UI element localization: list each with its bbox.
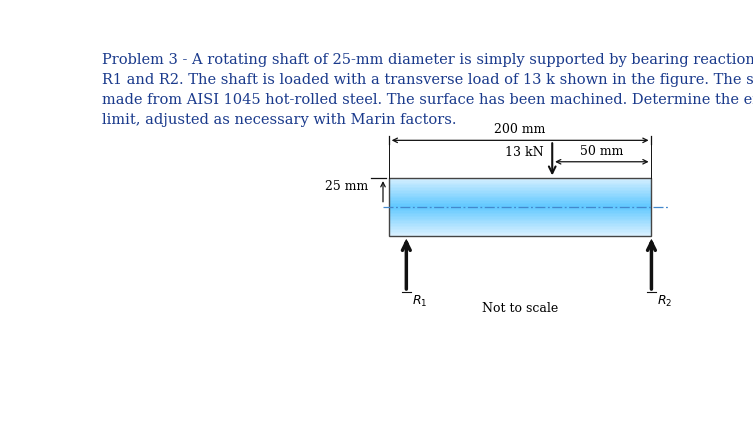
Text: Problem 3 - A rotating shaft of 25-mm diameter is simply supported by bearing re: Problem 3 - A rotating shaft of 25-mm di… xyxy=(102,53,753,127)
Bar xyxy=(389,231,651,233)
Bar xyxy=(389,179,651,181)
Bar xyxy=(389,199,651,201)
Bar xyxy=(389,218,651,220)
Bar xyxy=(389,207,651,208)
Bar xyxy=(389,223,651,224)
Bar xyxy=(389,188,651,190)
Bar xyxy=(389,220,651,222)
Bar xyxy=(389,233,651,235)
Bar xyxy=(389,205,651,207)
Bar xyxy=(389,230,651,232)
Bar xyxy=(389,226,651,227)
Text: 50 mm: 50 mm xyxy=(580,145,623,158)
Bar xyxy=(389,234,651,236)
Text: Not to scale: Not to scale xyxy=(482,302,558,315)
Bar xyxy=(389,182,651,184)
Bar xyxy=(389,214,651,216)
Bar xyxy=(389,204,651,205)
Bar xyxy=(389,221,651,223)
Bar xyxy=(389,224,651,226)
Text: 200 mm: 200 mm xyxy=(495,123,546,137)
Bar xyxy=(389,211,651,213)
Bar xyxy=(389,217,651,219)
Bar xyxy=(389,192,651,194)
Bar xyxy=(389,210,651,211)
Bar xyxy=(389,229,651,230)
Bar xyxy=(389,184,651,185)
Text: $R_1$: $R_1$ xyxy=(412,294,428,309)
Text: 25 mm: 25 mm xyxy=(325,180,368,193)
Text: 13 kN: 13 kN xyxy=(505,146,544,159)
Bar xyxy=(389,195,651,197)
Bar xyxy=(389,194,651,196)
Bar xyxy=(389,178,651,236)
Bar xyxy=(389,198,651,200)
Bar xyxy=(389,190,651,191)
Bar xyxy=(389,201,651,203)
Text: $R_2$: $R_2$ xyxy=(657,294,672,309)
Bar xyxy=(389,215,651,217)
Bar xyxy=(389,185,651,187)
Bar xyxy=(389,181,651,183)
Bar xyxy=(389,208,651,210)
Bar xyxy=(389,178,651,180)
Bar xyxy=(389,227,651,229)
Bar xyxy=(389,202,651,204)
Bar xyxy=(389,187,651,188)
Bar xyxy=(389,213,651,214)
Bar xyxy=(389,196,651,199)
Bar xyxy=(389,191,651,193)
